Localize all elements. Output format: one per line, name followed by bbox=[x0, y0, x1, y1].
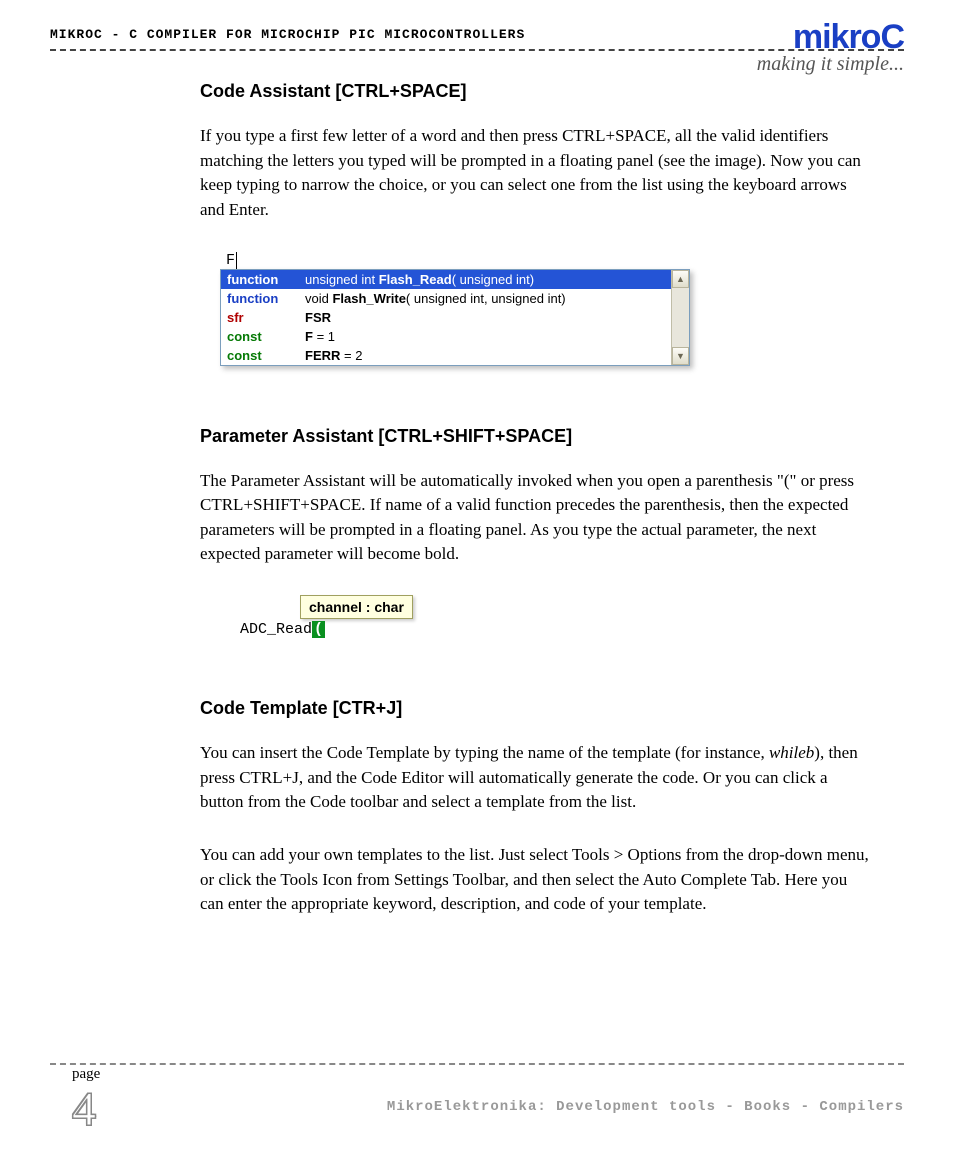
item-kind: const bbox=[227, 329, 305, 344]
open-paren: ( bbox=[312, 621, 325, 638]
page-number: 4 bbox=[72, 1082, 96, 1137]
scrollbar[interactable]: ▲ ▼ bbox=[671, 270, 689, 365]
item-kind: sfr bbox=[227, 310, 305, 325]
item-kind: function bbox=[227, 272, 305, 287]
listbox-item[interactable]: functionvoid Flash_Write( unsigned int, … bbox=[221, 289, 671, 308]
param-tooltip: channel : char bbox=[300, 595, 413, 619]
scroll-down-button[interactable]: ▼ bbox=[672, 347, 689, 365]
item-signature: F = 1 bbox=[305, 329, 665, 344]
scroll-up-button[interactable]: ▲ bbox=[672, 270, 689, 288]
param-tooltip-block: channel : char ADC_Read( bbox=[240, 595, 874, 638]
footer-text: MikroElektronika: Development tools - Bo… bbox=[387, 1099, 904, 1115]
listbox-item[interactable]: functionunsigned int Flash_Read( unsigne… bbox=[221, 270, 671, 289]
page-label: page bbox=[72, 1066, 100, 1083]
section-title-code-template: Code Template [CTR+J] bbox=[200, 698, 874, 719]
section-title-code-assistant: Code Assistant [CTRL+SPACE] bbox=[200, 81, 874, 102]
autocomplete-listbox[interactable]: functionunsigned int Flash_Read( unsigne… bbox=[220, 269, 690, 366]
header-subtitle: mikroC - C Compiler for Microchip PIC mi… bbox=[50, 27, 525, 42]
body-code-template-1: You can insert the Code Template by typi… bbox=[200, 741, 874, 815]
section-title-param-assistant: Parameter Assistant [CTRL+SHIFT+SPACE] bbox=[200, 426, 874, 447]
item-signature: FERR = 2 bbox=[305, 348, 665, 363]
item-signature: void Flash_Write( unsigned int, unsigned… bbox=[305, 291, 665, 306]
listbox-rows: functionunsigned int Flash_Read( unsigne… bbox=[221, 270, 671, 365]
typed-letter: F bbox=[226, 252, 237, 269]
ct-em: whileb bbox=[769, 743, 814, 762]
logo-area: mikroC making it simple... bbox=[757, 18, 904, 76]
listbox-item[interactable]: constF = 1 bbox=[221, 327, 671, 346]
item-signature: unsigned int Flash_Read( unsigned int) bbox=[305, 272, 665, 287]
body-code-template-2: You can add your own templates to the li… bbox=[200, 843, 874, 917]
logo-text: mikroC bbox=[757, 18, 904, 57]
page-header: mikroC - C Compiler for Microchip PIC mi… bbox=[0, 0, 954, 43]
body-code-assistant: If you type a first few letter of a word… bbox=[200, 124, 874, 223]
code-assistant-popup: F functionunsigned int Flash_Read( unsig… bbox=[220, 251, 874, 366]
item-kind: const bbox=[227, 348, 305, 363]
listbox-item[interactable]: constFERR = 2 bbox=[221, 346, 671, 365]
ct-pre: You can insert the Code Template by typi… bbox=[200, 743, 769, 762]
footer-divider bbox=[50, 1063, 904, 1065]
function-name: ADC_Read bbox=[240, 621, 312, 638]
item-signature: FSR bbox=[305, 310, 665, 325]
tagline: making it simple... bbox=[757, 53, 904, 76]
body-param-assistant: The Parameter Assistant will be automati… bbox=[200, 469, 874, 568]
main-content: Code Assistant [CTRL+SPACE] If you type … bbox=[0, 51, 954, 917]
item-kind: function bbox=[227, 291, 305, 306]
function-call-line: ADC_Read( bbox=[240, 621, 874, 638]
listbox-item[interactable]: sfrFSR bbox=[221, 308, 671, 327]
